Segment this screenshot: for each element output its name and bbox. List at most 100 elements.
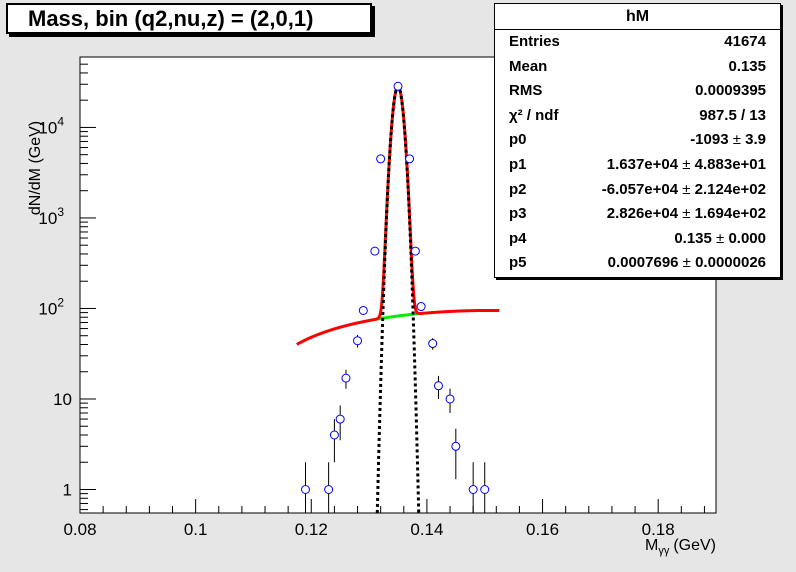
y-tick-label: 104: [38, 114, 64, 137]
stats-name: hM: [495, 4, 780, 30]
y-tick-label-base: 10: [53, 390, 72, 409]
data-point: [405, 154, 415, 164]
stats-key: p5: [509, 254, 527, 272]
data-point: [324, 484, 334, 494]
stats-key: p2: [509, 180, 527, 198]
x-tick-label: 0.1: [184, 520, 208, 539]
plus-minus-sign: ±: [711, 229, 729, 247]
data-point: [428, 339, 438, 349]
data-point: [341, 373, 351, 383]
y-tick-label-base: 10: [38, 299, 57, 318]
stats-value-main: -1093: [690, 131, 729, 149]
data-point: [416, 302, 426, 312]
stats-value-error: 3.9: [745, 131, 766, 149]
stats-key: χ² / ndf: [509, 106, 559, 124]
data-point: [480, 484, 490, 494]
stats-key: p3: [509, 205, 527, 223]
stats-row: RMS 0.0009395: [495, 79, 780, 104]
stats-value-main: 41674: [724, 33, 766, 50]
data-point: [353, 336, 363, 346]
data-point: [376, 154, 386, 164]
y-tick-label-exponent: 3: [57, 205, 64, 219]
stats-value-error: 1.694e+02: [694, 205, 766, 223]
stats-rows: Entries 41674 Mean 0.135 RMS 0.0009395 χ² / nd…: [495, 30, 780, 276]
x-axis-title-sub: γγ: [658, 545, 670, 557]
stats-value: 41674: [724, 30, 766, 55]
y-tick-label: 103: [38, 205, 64, 228]
stats-value-main: 0.135: [674, 229, 712, 247]
stats-row: p2 -6.057e+04 ± 2.124e+02: [495, 178, 780, 203]
data-point: [451, 441, 461, 451]
y-tick-label-base: 10: [38, 209, 57, 228]
stats-key: p4: [509, 229, 527, 247]
y-tick-label-base: 1: [63, 480, 72, 499]
stats-row: χ² / ndf 987.5 / 13: [495, 104, 780, 129]
stats-value-main: 0.0007696: [607, 254, 679, 272]
data-point: [433, 381, 443, 391]
data-point: [468, 484, 478, 494]
plus-minus-sign: ±: [678, 205, 695, 223]
x-tick-label: 0.18: [642, 520, 675, 539]
x-tick-label: 0.08: [63, 520, 96, 539]
x-tick-label: 0.16: [526, 520, 559, 539]
plot-title: Mass, bin (q2,nu,z) = (2,0,1): [6, 3, 372, 34]
stats-key: Entries: [509, 33, 560, 50]
stats-key: Mean: [509, 57, 548, 75]
plus-minus-sign: ±: [678, 180, 695, 198]
x-axis-title-unit: (GeV): [673, 537, 716, 554]
data-point: [445, 394, 455, 404]
x-axis-title-main: M: [645, 537, 658, 554]
y-axis-title: dN/dM (GeV): [27, 121, 44, 215]
stats-value: 1.637e+04 ± 4.883e+01: [607, 153, 766, 178]
stats-row: Entries 41674: [495, 30, 780, 55]
stats-key: p1: [509, 155, 527, 173]
data-points: [300, 81, 490, 513]
stats-value-error: 4.883e+01: [694, 155, 766, 173]
stats-value-main: 2.826e+04: [606, 205, 679, 223]
stats-row: p1 1.637e+04 ± 4.883e+01: [495, 153, 780, 178]
x-tick-label: 0.14: [410, 520, 443, 539]
stats-value: 0.0007696 ± 0.0000026: [608, 251, 766, 276]
y-tick-label: 102: [38, 295, 64, 318]
stats-value-main: 0.0009395: [695, 82, 766, 100]
plus-minus-sign: ±: [678, 155, 695, 173]
stats-value-error: 0.000: [728, 229, 766, 247]
y-tick-label-exponent: 4: [57, 114, 64, 128]
stats-value: 0.0009395: [695, 79, 766, 104]
y-tick-label: 10: [53, 390, 72, 409]
data-point: [393, 81, 403, 91]
stats-row: p0 -1093 ± 3.9: [495, 128, 780, 153]
stats-value-error: 2.124e+02: [694, 180, 766, 198]
data-point: [329, 430, 339, 440]
stats-row: Mean 0.135: [495, 55, 780, 80]
stats-value: 0.135 ± 0.000: [674, 227, 766, 252]
data-point: [370, 246, 380, 256]
stats-box: hM Entries 41674 Mean 0.135 RMS 0.0009395 χ² /…: [494, 3, 781, 278]
stats-key: p0: [509, 131, 527, 149]
data-point: [358, 305, 368, 315]
y-tick-label-base: 10: [38, 118, 57, 137]
data-point: [410, 246, 420, 256]
stats-value-main: 987.5 / 13: [699, 106, 766, 124]
plus-minus-sign: ±: [728, 131, 746, 149]
data-point: [335, 414, 345, 424]
stats-row: p4 0.135 ± 0.000: [495, 227, 780, 252]
stats-key: RMS: [509, 82, 543, 100]
x-tick-label: 0.12: [295, 520, 328, 539]
stats-value: 2.826e+04 ± 1.694e+02: [607, 202, 766, 227]
plus-minus-sign: ±: [678, 254, 696, 272]
stats-value-error: 0.0000026: [695, 254, 766, 272]
x-axis-title: Mγγ (GeV): [645, 537, 716, 557]
stats-row: p5 0.0007696 ± 0.0000026: [495, 251, 780, 276]
y-tick-label-exponent: 2: [57, 295, 64, 309]
background-fit-curve: [371, 311, 425, 322]
stats-value-main: -6.057e+04: [601, 180, 679, 198]
stats-value: -1093 ± 3.9: [690, 128, 766, 153]
stats-row: p3 2.826e+04 ± 1.694e+02: [495, 202, 780, 227]
y-tick-label: 1: [63, 480, 72, 499]
data-point: [300, 484, 310, 494]
stats-value: -6.057e+04 ± 2.124e+02: [602, 178, 766, 203]
stats-value-main: 0.135: [728, 57, 766, 75]
stats-value: 987.5 / 13: [699, 104, 766, 129]
